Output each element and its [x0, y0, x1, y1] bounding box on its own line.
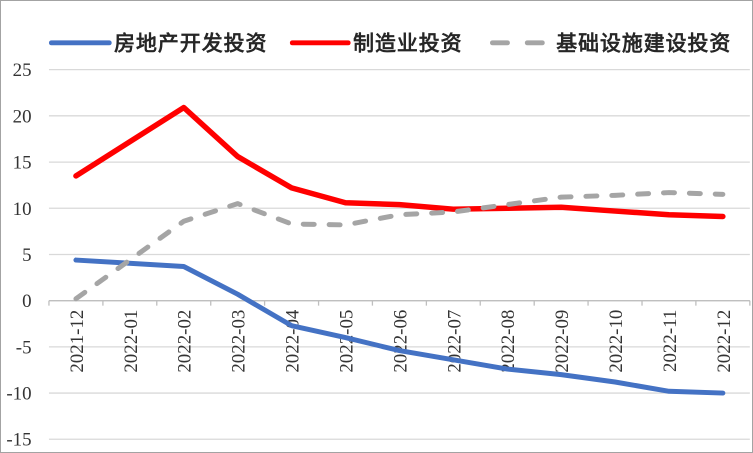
x-tick-label: 2022-09: [552, 310, 573, 373]
x-tick-label: 2022-08: [498, 310, 519, 373]
x-tick-label: 2022-04: [283, 309, 304, 373]
x-tick-label: 2021-12: [67, 310, 88, 373]
legend-label-real-estate-development-investment: 房地产开发投资: [114, 31, 267, 55]
y-tick-label: 10: [13, 199, 32, 220]
x-tick-label: 2022-06: [390, 310, 411, 373]
series-lines: [73, 104, 726, 396]
x-tick-label: 2022-01: [121, 310, 142, 373]
series-line-real-estate-development-investment: [73, 257, 726, 396]
legend-label-manufacturing-investment: 制造业投资: [353, 31, 462, 55]
x-axis: [48, 300, 751, 306]
y-tick-label: -15: [6, 430, 31, 451]
y-tick-label: 15: [13, 153, 32, 174]
series-line-manufacturing-investment: [73, 104, 726, 220]
legend: 房地产开发投资 制造业投资 基础设施建设投资: [48, 31, 731, 55]
x-axis-labels: 2021-12 2022-01 2022-02 2022-03 2022-04 2022-…: [67, 309, 735, 373]
y-tick-label: -5: [16, 337, 32, 358]
x-tick-label: 2022-11: [660, 310, 681, 372]
legend-label-infrastructure-construction-investment: 基础设施建设投资: [556, 31, 731, 55]
y-axis-labels: 25 20 15 10 5 0 -5 -10 -15: [6, 60, 31, 451]
x-tick-label: 2022-02: [175, 310, 196, 373]
y-tick-label: 20: [13, 106, 32, 127]
y-tick-label: 0: [22, 291, 31, 312]
x-tick-label: 2022-12: [714, 310, 735, 373]
x-tick-label: 2022-03: [229, 310, 250, 373]
series-line-infrastructure-construction-investment: [73, 190, 726, 302]
y-tick-label: 25: [13, 60, 32, 81]
x-tick-label: 2022-05: [336, 310, 357, 373]
x-tick-label: 2022-10: [606, 310, 627, 373]
y-tick-label: 5: [22, 245, 31, 266]
y-tick-label: -10: [6, 384, 31, 405]
